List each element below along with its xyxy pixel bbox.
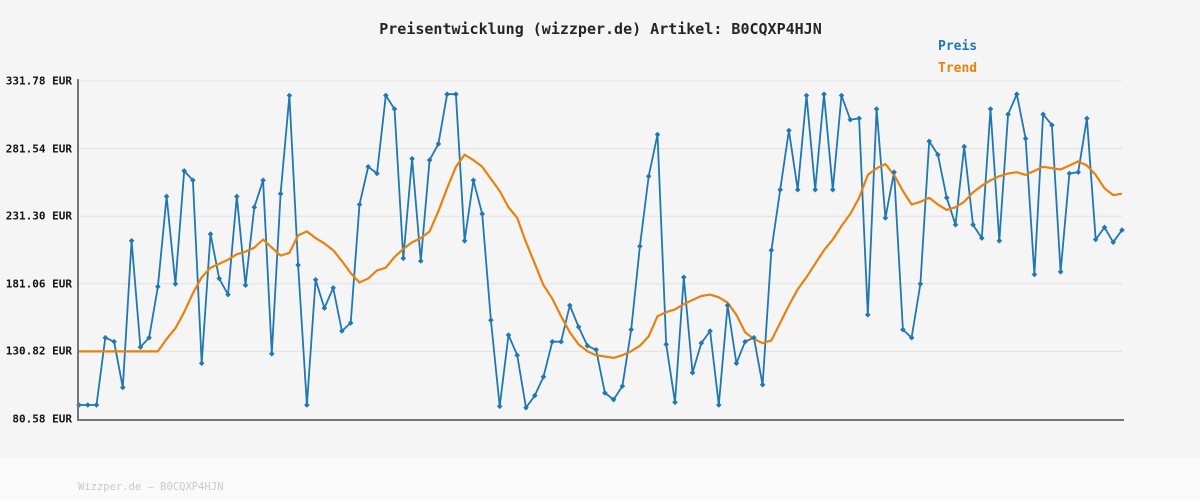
- footer-band: [0, 457, 1200, 500]
- preis-markers: [76, 91, 1125, 411]
- y-tick-label: 331.78 EUR: [5, 74, 72, 88]
- chart-series: [76, 91, 1125, 411]
- legend-label-preis: Preis: [938, 39, 978, 54]
- chart-title: Preisentwicklung (wizzper.de) Artikel: B…: [379, 20, 822, 38]
- y-tick-label: 181.06 EUR: [5, 277, 72, 291]
- y-tick-label: 281.54 EUR: [5, 142, 72, 156]
- y-tick-label: 80.58 EUR: [12, 412, 72, 426]
- y-tick-label: 231.30 EUR: [5, 209, 72, 223]
- legend-label-trend: Trend: [938, 61, 978, 76]
- axis-spines: [77, 79, 1124, 421]
- trend-line: [79, 153, 1123, 359]
- y-tick-label: 130.82 EUR: [5, 344, 72, 358]
- preis-line: [79, 93, 1123, 409]
- gridlines: [79, 80, 1122, 352]
- footer-watermark: Wizzper.de – B0CQXP4HJN: [78, 481, 224, 493]
